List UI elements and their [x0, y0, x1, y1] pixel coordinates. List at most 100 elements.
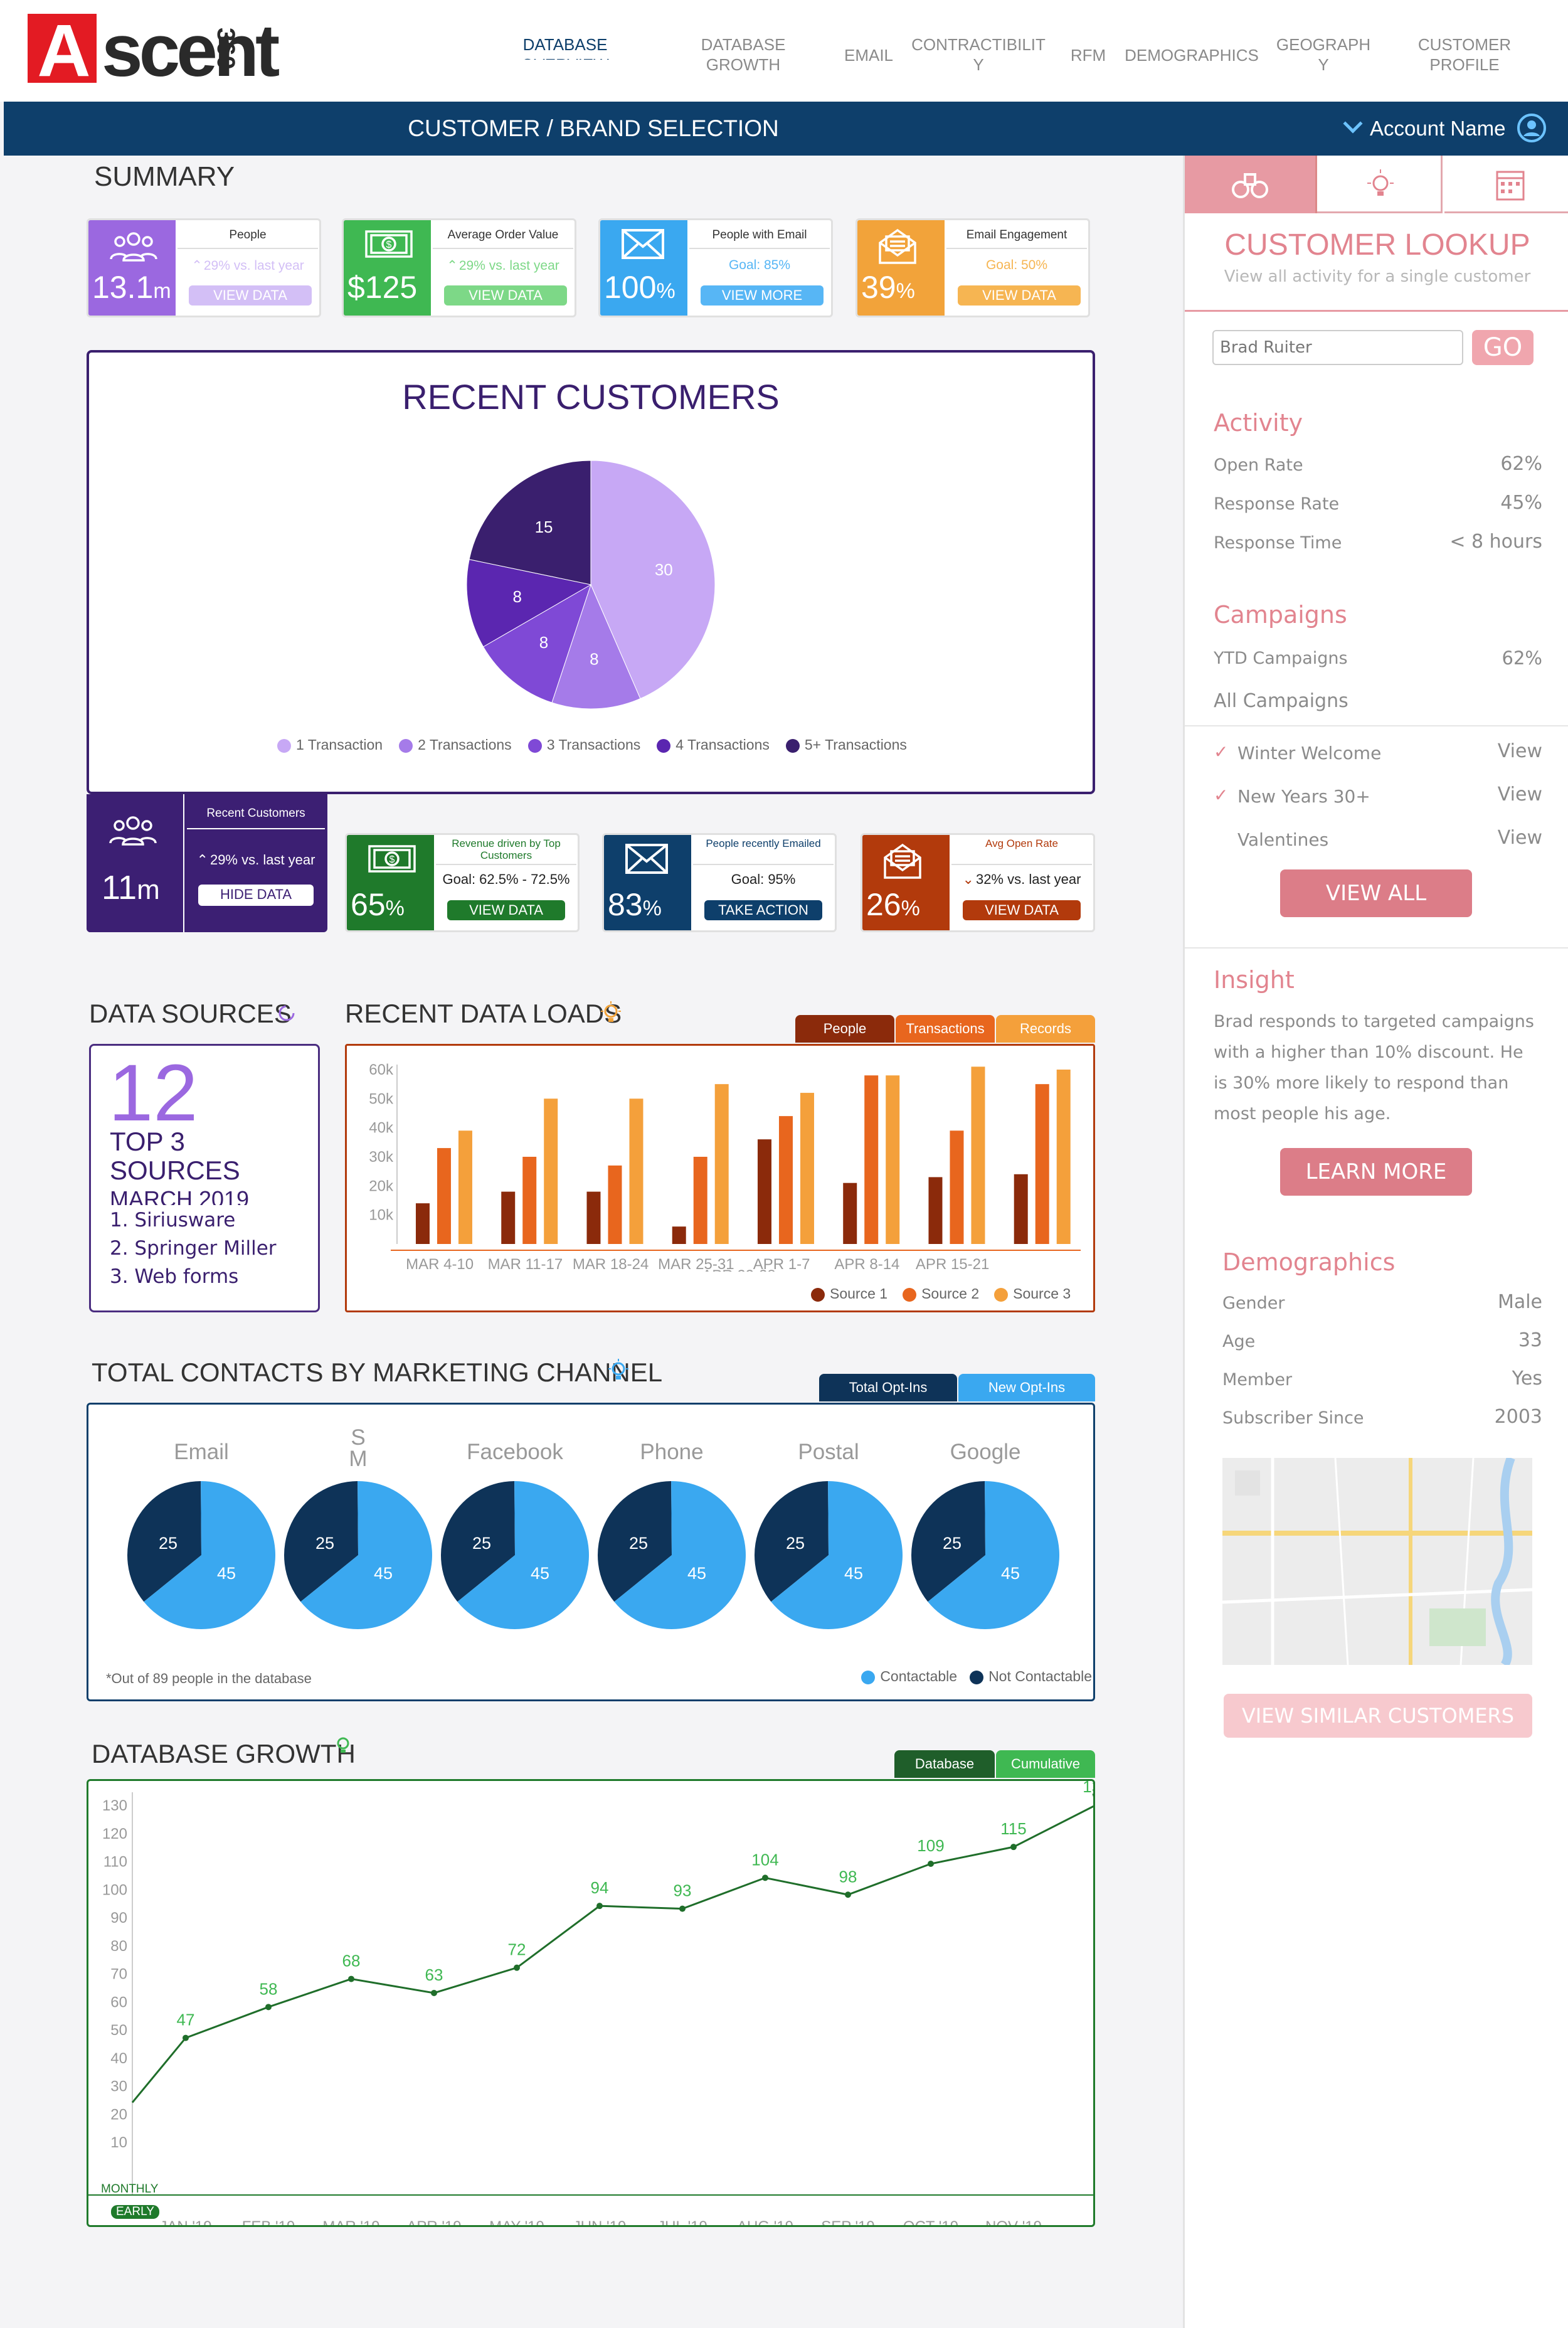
source-item[interactable]: 3. Web forms: [110, 1265, 239, 1288]
legend-item[interactable]: 3 Transactions: [527, 736, 640, 753]
bar[interactable]: [586, 1191, 601, 1244]
pie-slice[interactable]: [440, 1480, 590, 1630]
data-point[interactable]: [183, 2034, 189, 2041]
early-badge[interactable]: EARLY: [111, 2205, 159, 2219]
legend-item[interactable]: 4 Transactions: [657, 736, 770, 753]
bar[interactable]: [1056, 1070, 1071, 1244]
pie-slice[interactable]: [283, 1480, 394, 1602]
bar[interactable]: [693, 1157, 707, 1244]
go-button[interactable]: GO: [1472, 330, 1534, 365]
tab-lookup[interactable]: [1185, 156, 1317, 213]
pie-slice[interactable]: [910, 1480, 1021, 1602]
pie-slice[interactable]: [126, 1480, 237, 1602]
source-item[interactable]: 1. Siriusware: [110, 1209, 236, 1231]
bar[interactable]: [544, 1098, 558, 1244]
data-point[interactable]: [348, 1975, 354, 1982]
lightbulb-icon[interactable]: [600, 1001, 622, 1026]
nav-email[interactable]: EMAIL: [844, 46, 894, 65]
bar[interactable]: [778, 1116, 793, 1244]
customer-location-map[interactable]: [1222, 1458, 1532, 1665]
data-point[interactable]: [431, 1989, 437, 1996]
bar[interactable]: [800, 1093, 814, 1244]
all-campaigns-label[interactable]: All Campaigns: [1214, 690, 1348, 712]
campaign-name[interactable]: New Years 30+: [1237, 786, 1370, 807]
nav-customer-profile[interactable]: CUSTOMER PROFILE: [1417, 35, 1512, 74]
bar[interactable]: [629, 1098, 644, 1244]
account-selector[interactable]: Account Name: [1343, 113, 1547, 144]
view-data-button[interactable]: VIEW DATA: [958, 285, 1081, 306]
legend-item[interactable]: 2 Transactions: [399, 736, 512, 753]
bar[interactable]: [950, 1130, 964, 1244]
pie-slice[interactable]: [910, 1480, 1061, 1630]
pie-slice[interactable]: [551, 583, 641, 710]
pie-slice[interactable]: [440, 1480, 551, 1602]
nav-contractibility[interactable]: CONTRACTIBILITY: [911, 35, 1046, 74]
bar[interactable]: [501, 1191, 516, 1244]
pie-slice[interactable]: [596, 1480, 747, 1630]
campaign-name[interactable]: Valentines: [1237, 829, 1329, 850]
pie-slice[interactable]: [469, 460, 591, 585]
bar[interactable]: [415, 1203, 430, 1244]
pie-slice[interactable]: [126, 1480, 277, 1630]
tab-transactions[interactable]: Transactions: [896, 1015, 995, 1043]
bar[interactable]: [458, 1130, 472, 1244]
lightbulb-icon[interactable]: [334, 1735, 352, 1757]
view-all-button[interactable]: VIEW ALL: [1280, 869, 1472, 917]
bar[interactable]: [714, 1084, 729, 1244]
view-similar-customers-button[interactable]: VIEW SIMILAR CUSTOMERS: [1224, 1694, 1532, 1738]
view-data-button[interactable]: VIEW MORE: [701, 285, 824, 306]
logo[interactable]: A scent: [28, 14, 280, 89]
data-point[interactable]: [514, 1964, 520, 1971]
customer-search-input[interactable]: [1212, 330, 1463, 365]
bar[interactable]: [1035, 1084, 1049, 1244]
bar[interactable]: [437, 1148, 451, 1244]
nav-database-growth[interactable]: DATABASE GROWTH: [701, 35, 786, 74]
nav-demographics[interactable]: DEMOGRAPHICS: [1125, 46, 1259, 65]
tab-records[interactable]: Records: [996, 1015, 1095, 1043]
pie-slice[interactable]: [596, 1480, 707, 1602]
tab-calendar[interactable]: [1444, 156, 1568, 213]
legend-item[interactable]: Source 3: [994, 1285, 1071, 1302]
bar[interactable]: [522, 1157, 537, 1244]
learn-more-button[interactable]: LEARN MORE: [1280, 1148, 1472, 1196]
bar[interactable]: [1014, 1174, 1028, 1244]
pie-slice[interactable]: [590, 460, 716, 699]
nav-geography[interactable]: GEOGRAPHY: [1276, 35, 1371, 74]
bar[interactable]: [928, 1177, 943, 1244]
user-avatar-icon[interactable]: [1517, 113, 1547, 143]
campaign-view-link[interactable]: View: [1497, 827, 1542, 849]
nav-rfm[interactable]: RFM: [1070, 46, 1106, 65]
refresh-icon[interactable]: [276, 1002, 297, 1024]
tab-people[interactable]: People: [795, 1015, 894, 1043]
bar[interactable]: [672, 1226, 686, 1244]
legend-item[interactable]: Contactable: [861, 1668, 957, 1684]
campaign-view-link[interactable]: View: [1497, 740, 1542, 762]
recent-stat-button[interactable]: VIEW DATA: [963, 900, 1081, 920]
bar[interactable]: [886, 1075, 900, 1244]
tab-new-opt-ins[interactable]: New Opt-Ins: [958, 1374, 1095, 1401]
legend-item[interactable]: Source 1: [811, 1285, 887, 1302]
nav-database-overview[interactable]: DATABASE OVERVIEW: [521, 35, 609, 60]
tab-total-opt-ins[interactable]: Total Opt-Ins: [819, 1374, 957, 1401]
data-point[interactable]: [265, 2004, 272, 2011]
source-item[interactable]: 2. Springer Miller: [110, 1237, 277, 1260]
data-point[interactable]: [928, 1861, 934, 1868]
pie-slice[interactable]: [283, 1480, 433, 1630]
bar[interactable]: [864, 1075, 879, 1244]
tab-cumulative[interactable]: Cumulative: [996, 1750, 1095, 1778]
tab-insights[interactable]: [1317, 156, 1443, 213]
recent-stat-button[interactable]: VIEW DATA: [447, 900, 565, 920]
campaign-name[interactable]: Winter Welcome: [1237, 743, 1382, 763]
data-point[interactable]: [1010, 1844, 1017, 1851]
data-point[interactable]: [596, 1903, 603, 1910]
legend-item[interactable]: 1 Transaction: [277, 736, 383, 753]
data-point[interactable]: [762, 1874, 768, 1881]
bar[interactable]: [971, 1066, 985, 1244]
legend-item[interactable]: 5+ Transactions: [785, 736, 907, 753]
bar[interactable]: [608, 1165, 622, 1244]
pie-slice[interactable]: [466, 559, 592, 647]
view-data-button[interactable]: VIEW DATA: [189, 285, 312, 306]
campaign-view-link[interactable]: View: [1497, 784, 1542, 805]
pie-slice[interactable]: [482, 583, 591, 703]
legend-item[interactable]: Not Contactable: [970, 1668, 1092, 1684]
